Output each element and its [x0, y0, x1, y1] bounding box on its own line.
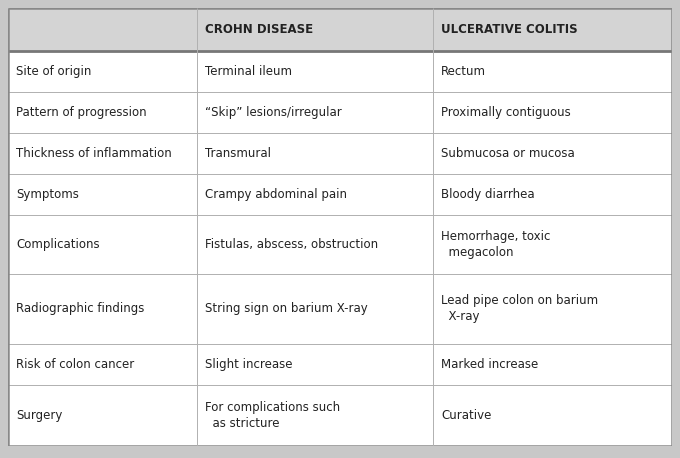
Text: Risk of colon cancer: Risk of colon cancer	[16, 358, 134, 371]
Bar	[197, 92, 433, 133]
Text: Marked increase: Marked increase	[441, 358, 538, 371]
Bar	[8, 385, 197, 446]
Bar	[8, 8, 197, 51]
Text: “Skip” lesions/irregular: “Skip” lesions/irregular	[205, 106, 342, 119]
Bar	[8, 215, 197, 274]
Text: Rectum: Rectum	[441, 65, 486, 78]
Text: Curative: Curative	[441, 409, 492, 422]
Text: Proximally contiguous: Proximally contiguous	[441, 106, 571, 119]
Text: Site of origin: Site of origin	[16, 65, 91, 78]
Bar	[433, 274, 672, 344]
Bar	[433, 344, 672, 385]
Bar	[197, 215, 433, 274]
Text: Crampy abdominal pain: Crampy abdominal pain	[205, 188, 347, 201]
Text: Slight increase: Slight increase	[205, 358, 292, 371]
Text: Fistulas, abscess, obstruction: Fistulas, abscess, obstruction	[205, 238, 378, 251]
Bar	[8, 274, 197, 344]
Text: CROHN DISEASE: CROHN DISEASE	[205, 23, 313, 36]
Bar	[433, 92, 672, 133]
Text: Bloody diarrhea: Bloody diarrhea	[441, 188, 534, 201]
Bar	[8, 51, 197, 92]
Bar	[433, 385, 672, 446]
Text: Pattern of progression: Pattern of progression	[16, 106, 147, 119]
Bar	[433, 215, 672, 274]
Bar	[433, 8, 672, 51]
Text: Transmural: Transmural	[205, 147, 271, 160]
Bar	[8, 174, 197, 215]
Bar	[0, 0, 8, 458]
Bar	[197, 274, 433, 344]
Bar	[0, 0, 680, 8]
Bar	[433, 174, 672, 215]
Bar	[197, 51, 433, 92]
Text: String sign on barium X-ray: String sign on barium X-ray	[205, 302, 368, 316]
Text: Terminal ileum: Terminal ileum	[205, 65, 292, 78]
Bar	[433, 51, 672, 92]
Bar	[672, 0, 680, 458]
Bar	[8, 133, 197, 174]
Bar	[197, 133, 433, 174]
Bar	[197, 174, 433, 215]
Text: Surgery: Surgery	[16, 409, 63, 422]
Text: Complications: Complications	[16, 238, 100, 251]
Bar	[197, 8, 433, 51]
Bar	[0, 446, 680, 458]
Bar	[8, 344, 197, 385]
Bar	[197, 344, 433, 385]
Text: Lead pipe colon on barium
  X-ray: Lead pipe colon on barium X-ray	[441, 294, 598, 323]
Text: For complications such
  as stricture: For complications such as stricture	[205, 401, 341, 430]
Text: Thickness of inflammation: Thickness of inflammation	[16, 147, 172, 160]
Bar	[197, 385, 433, 446]
Bar	[8, 92, 197, 133]
Bar	[433, 133, 672, 174]
Text: Symptoms: Symptoms	[16, 188, 79, 201]
Text: ULCERATIVE COLITIS: ULCERATIVE COLITIS	[441, 23, 577, 36]
Text: Hemorrhage, toxic
  megacolon: Hemorrhage, toxic megacolon	[441, 230, 550, 259]
Text: Radiographic findings: Radiographic findings	[16, 302, 144, 316]
Text: Submucosa or mucosa: Submucosa or mucosa	[441, 147, 575, 160]
